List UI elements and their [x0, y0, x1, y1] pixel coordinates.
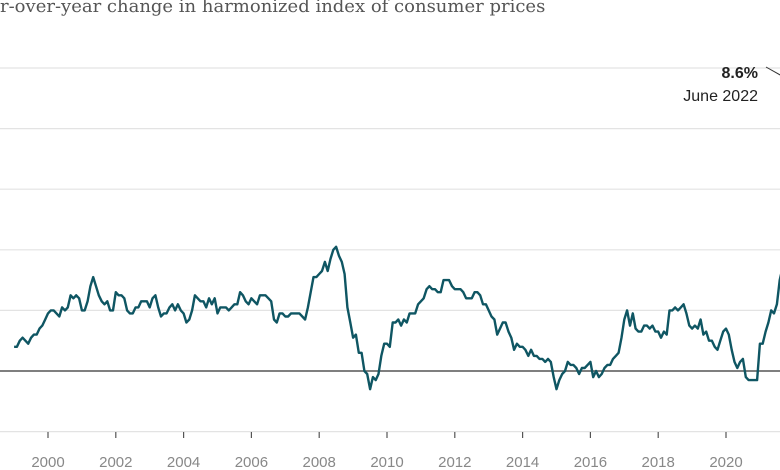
x-tick-label: 2020 [709, 454, 742, 470]
x-tick-label: 2002 [99, 454, 132, 470]
x-tick-label: 2010 [370, 454, 403, 470]
x-tick-label: 2004 [167, 454, 200, 470]
annotation-connector [765, 66, 780, 76]
x-tick-label: 2018 [642, 454, 675, 470]
chart-title: r-over-year change in harmonized index o… [0, 0, 546, 17]
inflation-line [14, 245, 780, 391]
x-tick-label: 2006 [235, 454, 268, 470]
annotation-value: 8.6% [721, 65, 758, 82]
annotation-label: June 2022 [683, 88, 758, 105]
peak-annotation: 8.6% June 2022 [683, 62, 758, 108]
x-tick-label: 2000 [31, 454, 64, 470]
x-tick-label: 2014 [506, 454, 539, 470]
x-tick-label: 2008 [303, 454, 336, 470]
x-tick-label: 2016 [574, 454, 607, 470]
x-tick-label: 2012 [438, 454, 471, 470]
